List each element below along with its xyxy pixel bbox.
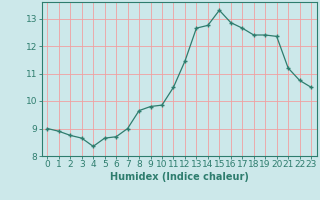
X-axis label: Humidex (Indice chaleur): Humidex (Indice chaleur) [110, 172, 249, 182]
